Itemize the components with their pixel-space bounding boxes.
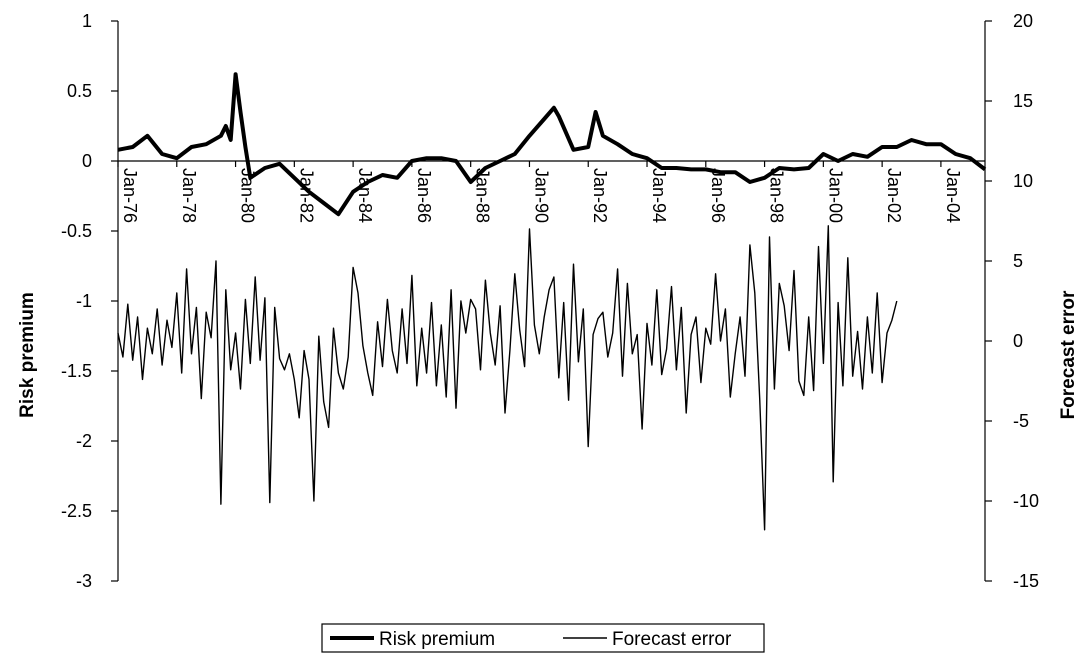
y-right-tick-label: 5 [1013, 251, 1023, 271]
y-left-tick-label: 0.5 [67, 81, 92, 101]
y-right-tick-label: -10 [1013, 491, 1039, 511]
x-tick-label: Jan-04 [943, 168, 963, 223]
y-axis-right-title: Forecast error [1058, 290, 1079, 419]
y-left-tick-label: -2.5 [61, 501, 92, 521]
y-left-tick-label: 1 [82, 11, 92, 31]
y-left-tick-label: -1.5 [61, 361, 92, 381]
x-tick-label: Jan-98 [767, 168, 787, 223]
y-right-tick-label: 0 [1013, 331, 1023, 351]
y-axis-left-title: Risk premium [17, 292, 38, 418]
x-tick-label: Jan-90 [531, 168, 551, 223]
series-lines [117, 72, 987, 531]
y-left-tick-label: 0 [82, 151, 92, 171]
y-right-tick-label: 20 [1013, 11, 1033, 31]
x-tick-label: Jan-96 [708, 168, 728, 223]
y-left-tick-label: -1 [76, 291, 92, 311]
legend-label-risk-premium: Risk premium [379, 629, 495, 650]
x-tick-label: Jan-78 [179, 168, 199, 223]
y-right-tick-label: -5 [1013, 411, 1029, 431]
y-right-tick-label: -15 [1013, 571, 1039, 591]
legend: Risk premium Forecast error [321, 623, 765, 653]
legend-box [321, 623, 765, 653]
x-tick-label: Jan-02 [884, 168, 904, 223]
x-tick-label: Jan-00 [825, 168, 845, 223]
y-left-tick-label: -0.5 [61, 221, 92, 241]
y-right-tick-label: 15 [1013, 91, 1033, 111]
axes [111, 20, 992, 582]
tick-labels: 1 0.5 0 -0.5 -1 -1.5 -2 -2.5 -3 20 15 10 5 0 -5 -10 -15 J… [61, 11, 1039, 591]
y-left-tick-label: -2 [76, 431, 92, 451]
x-tick-label: Jan-92 [590, 168, 610, 223]
x-tick-label: Jan-84 [355, 168, 375, 223]
x-tick-label: Jan-88 [473, 168, 493, 223]
legend-label-forecast-error: Forecast error [612, 629, 732, 650]
series-line-risk-premium [117, 72, 987, 217]
x-tick-label: Jan-86 [414, 168, 434, 223]
series-line-forecast-error [117, 225, 898, 531]
y-left-tick-label: -3 [76, 571, 92, 591]
x-tick-label: Jan-80 [238, 168, 258, 223]
x-tick-label: Jan-94 [649, 168, 669, 223]
x-tick-label: Jan-76 [120, 168, 140, 223]
y-right-tick-label: 10 [1013, 171, 1033, 191]
